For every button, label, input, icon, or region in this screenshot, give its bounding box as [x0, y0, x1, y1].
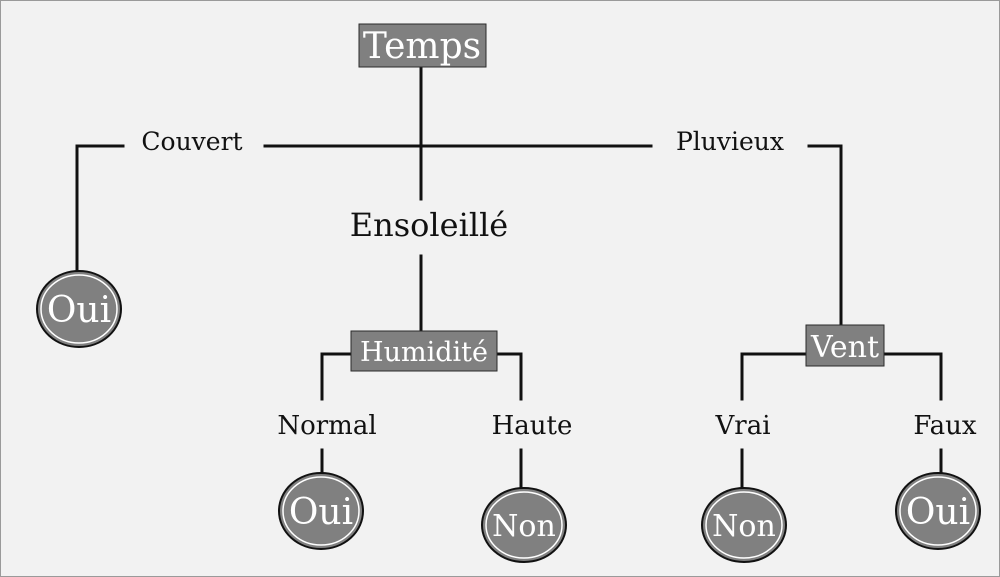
leaf-vrai-label: Non — [712, 509, 776, 544]
leaf-normal: Oui — [278, 472, 364, 550]
edge-vent-vrai — [740, 352, 808, 401]
branch-label-pluvieux: Pluvieux — [676, 127, 784, 156]
edge-root-couvert — [75, 144, 125, 275]
humidite-label: Humidité — [360, 337, 488, 368]
leaf-faux: Oui — [895, 472, 981, 550]
tree-edges — [75, 65, 943, 490]
edge-humidite-normal — [320, 352, 353, 401]
root-label: Temps — [363, 26, 481, 67]
vent-label: Vent — [810, 330, 879, 365]
edge-humidite-haute — [495, 352, 523, 401]
branch-label-faux: Faux — [913, 411, 977, 441]
vent-node: Vent — [805, 324, 885, 367]
leaf-couvert-label: Oui — [47, 290, 111, 331]
edge-vent-faux — [882, 352, 943, 401]
leaf-vrai: Non — [701, 487, 787, 563]
leaf-haute: Non — [481, 487, 567, 563]
root-node: Temps — [358, 23, 487, 68]
branch-label-ensoleille: Ensoleillé — [350, 206, 508, 244]
leaf-faux-label: Oui — [906, 492, 970, 533]
branch-label-normal: Normal — [277, 411, 376, 441]
branch-label-couvert: Couvert — [141, 127, 242, 156]
humidite-node: Humidité — [350, 330, 498, 372]
branch-label-vrai: Vrai — [714, 411, 770, 441]
leaf-haute-label: Non — [492, 509, 556, 544]
branch-label-haute: Haute — [492, 411, 573, 441]
leaf-normal-label: Oui — [289, 492, 353, 533]
edge-root-pluvieux — [807, 144, 843, 327]
leaf-couvert: Oui — [36, 270, 122, 348]
